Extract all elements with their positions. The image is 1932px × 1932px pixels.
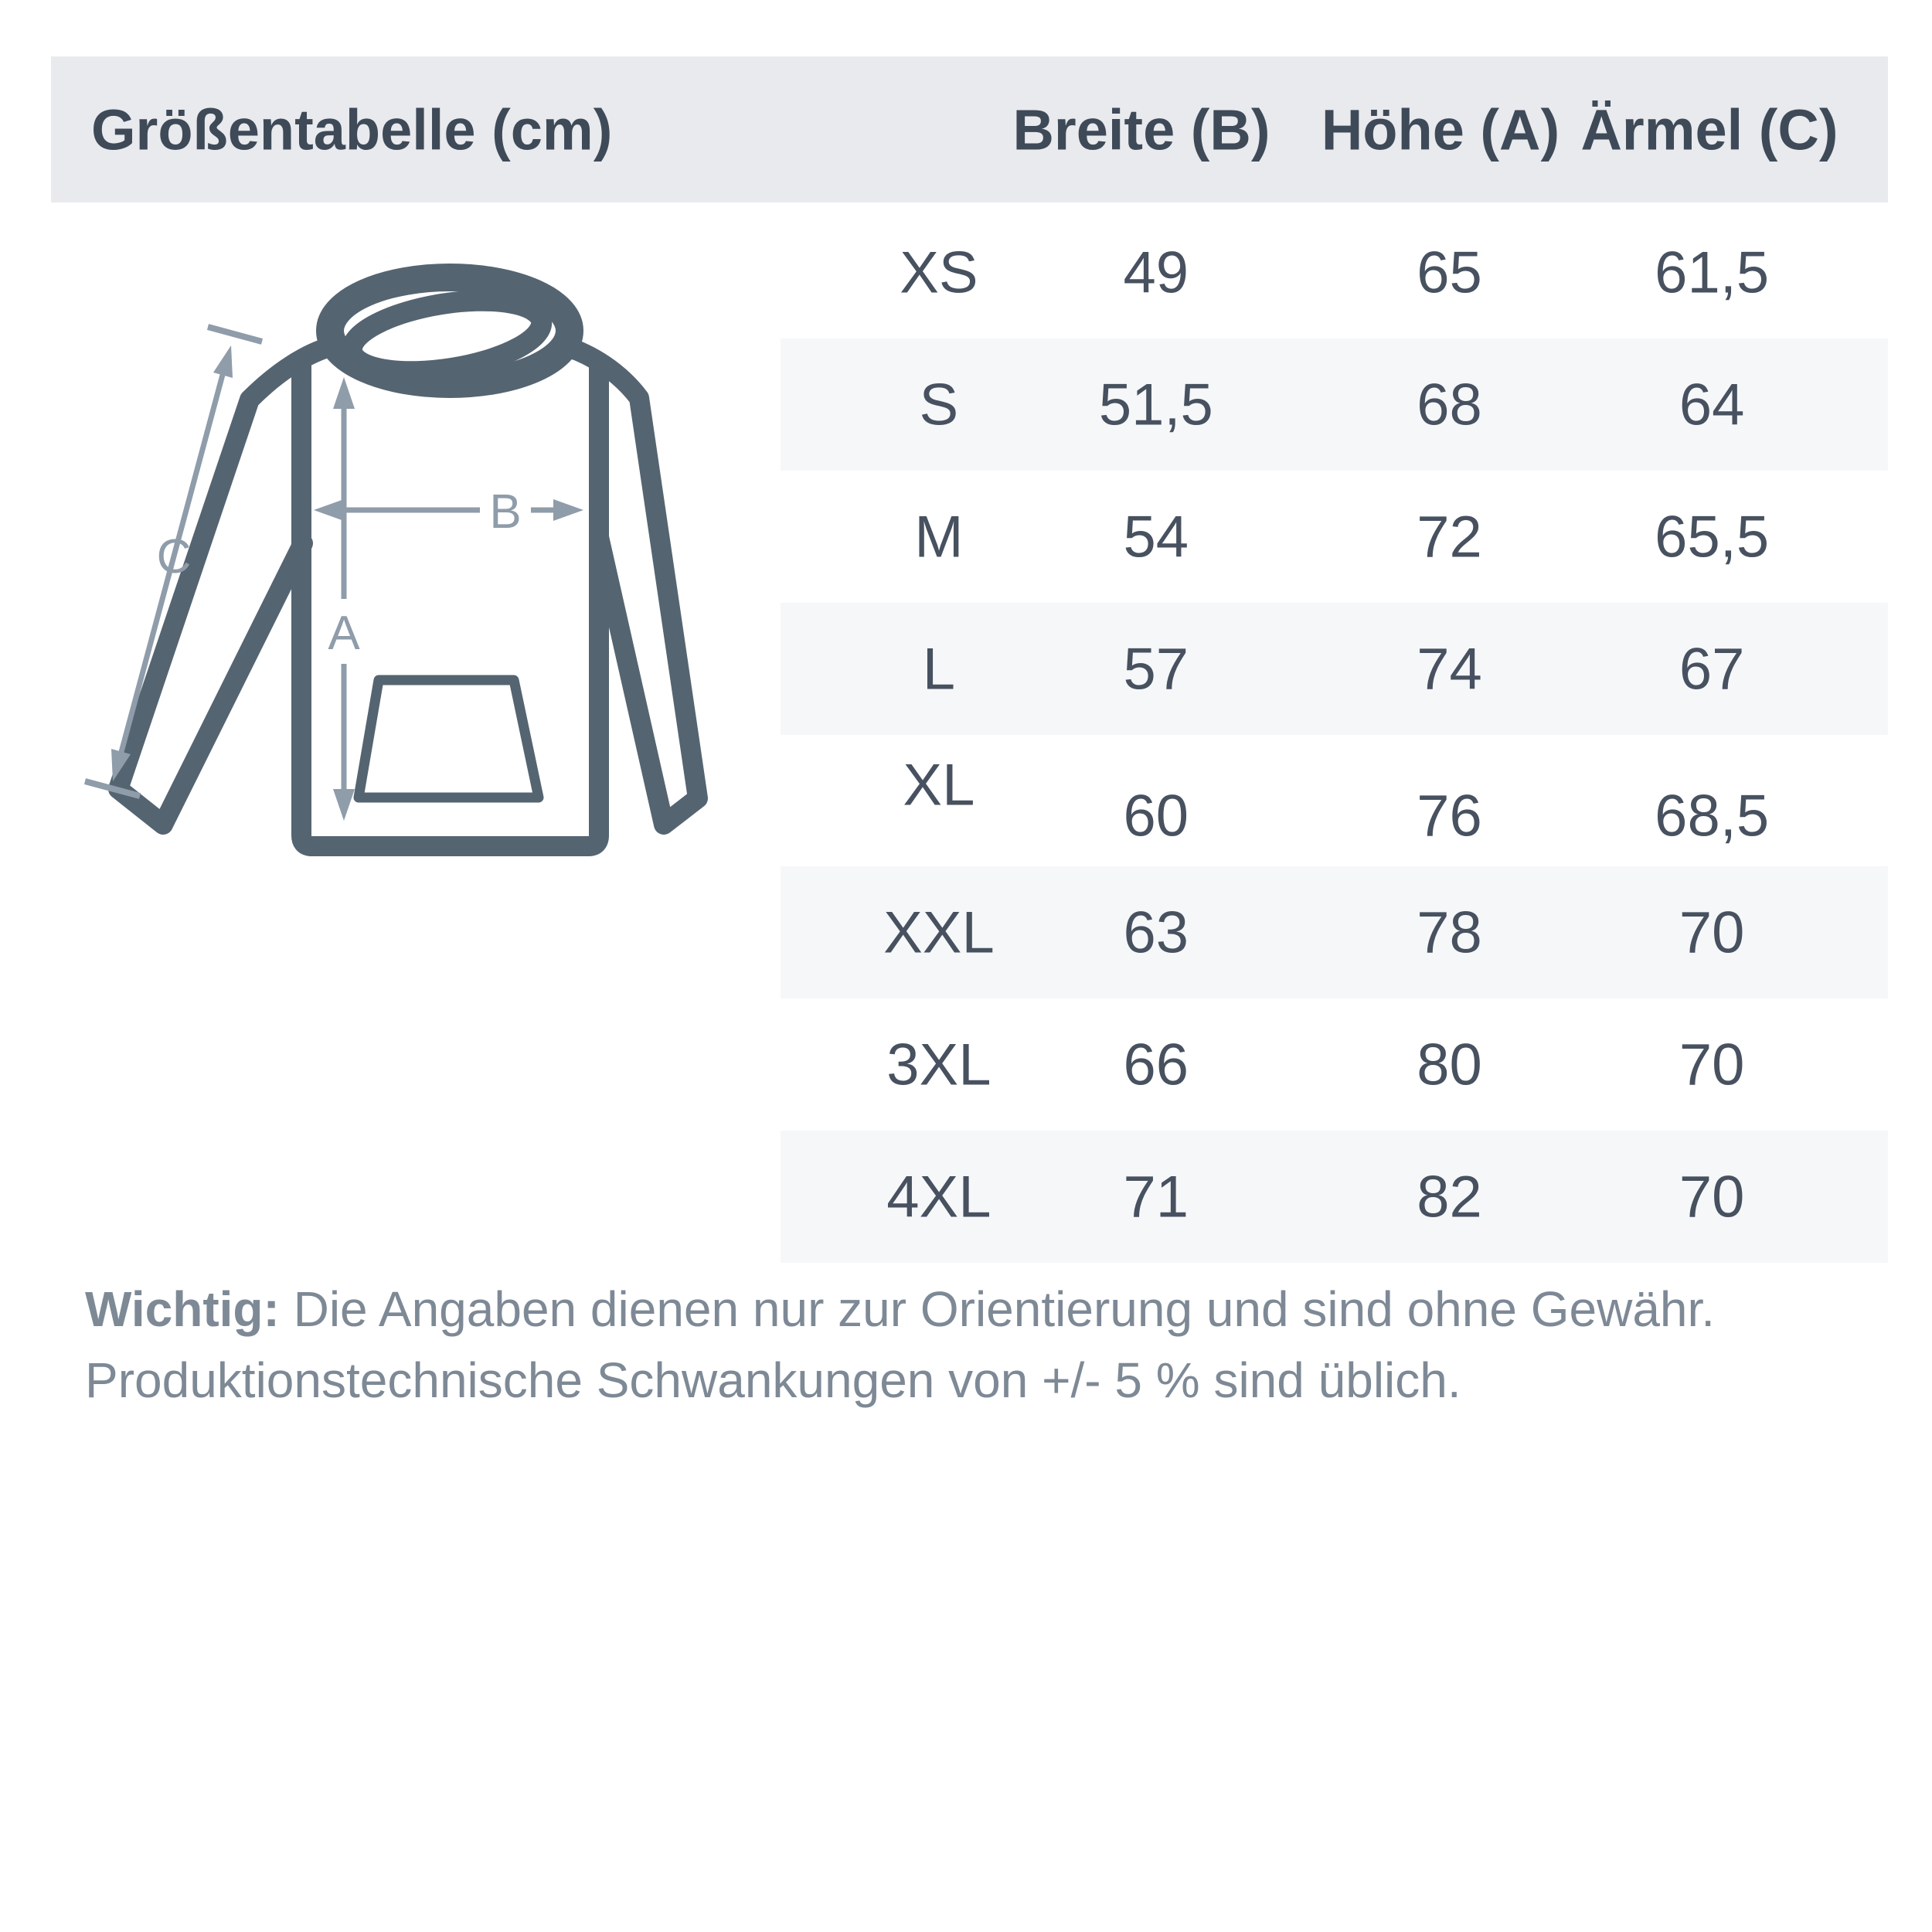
hoehe-value: 82	[1417, 1164, 1482, 1230]
column-header-aermel: Ärmel (C)	[1580, 97, 1838, 162]
aermel-value: 65,5	[1655, 504, 1770, 570]
label-a: A	[328, 607, 360, 660]
size-label: 4XL	[886, 1164, 992, 1230]
aermel-value: 68,5	[1655, 783, 1770, 849]
breite-value: 51,5	[1098, 372, 1213, 437]
hoehe-value: 76	[1417, 783, 1482, 849]
label-c: C	[157, 530, 192, 583]
table-row: L 57 74 67	[781, 603, 1888, 735]
table-row: 3XL 66 80 70	[781, 998, 1888, 1131]
breite-value: 60	[1123, 783, 1189, 849]
hoehe-value: 80	[1417, 1032, 1482, 1097]
table-row: M 54 72 65,5	[781, 471, 1888, 603]
breite-value: 49	[1123, 240, 1189, 305]
hoehe-value: 78	[1417, 900, 1482, 965]
breite-value: 57	[1123, 636, 1189, 702]
size-label: XXL	[883, 900, 995, 965]
table-row: XS 49 65 61,5	[781, 206, 1888, 338]
aermel-value: 61,5	[1655, 240, 1770, 305]
aermel-value: 70	[1679, 1032, 1745, 1097]
dimension-arrows: A B C	[83, 324, 583, 821]
breite-value: 66	[1123, 1032, 1189, 1097]
disclaimer-text: Die Angaben dienen nur zur Orientierung …	[293, 1281, 1716, 1337]
breite-value: 54	[1123, 504, 1189, 570]
disclaimer-line-2: Produktionstechnische Schwankungen von +…	[85, 1352, 1461, 1408]
hoehe-value: 74	[1417, 636, 1482, 702]
hoehe-value: 68	[1417, 372, 1482, 437]
page-title: Größentabelle (cm)	[91, 97, 613, 162]
disclaimer-bold: Wichtig:	[85, 1281, 280, 1337]
aermel-value: 70	[1679, 1164, 1745, 1230]
size-label: M	[914, 504, 964, 570]
aermel-value: 70	[1679, 900, 1745, 965]
column-header-breite: Breite (B)	[1012, 97, 1270, 162]
size-label: L	[922, 636, 956, 702]
hoehe-value: 72	[1417, 504, 1482, 570]
aermel-value: 67	[1679, 636, 1745, 702]
table-row: S 51,5 68 64	[781, 338, 1888, 471]
column-header-hoehe: Höhe (A)	[1321, 97, 1560, 162]
table-row: XXL 63 78 70	[781, 866, 1888, 998]
size-label: S	[919, 372, 959, 437]
table-row: 4XL 71 82 70	[781, 1131, 1888, 1263]
size-label: XL	[903, 752, 975, 818]
size-label: 3XL	[886, 1032, 992, 1097]
disclaimer-note: Wichtig: Die Angaben dienen nur zur Orie…	[85, 1274, 1862, 1416]
size-label: XS	[900, 240, 978, 305]
label-b: B	[489, 485, 521, 539]
disclaimer-line-1: Wichtig: Die Angaben dienen nur zur Orie…	[85, 1274, 1862, 1345]
breite-value: 63	[1123, 900, 1189, 965]
table-row: XL 60 76 68,5	[781, 734, 1888, 866]
table-header-bar: Größentabelle (cm) Breite (B) Höhe (A) Ä…	[51, 56, 1888, 202]
hoehe-value: 65	[1417, 240, 1482, 305]
hoodie-measurement-diagram: A B C	[83, 264, 708, 856]
hoodie-outline-icon	[108, 264, 708, 856]
aermel-value: 64	[1679, 372, 1745, 437]
breite-value: 71	[1123, 1164, 1189, 1230]
